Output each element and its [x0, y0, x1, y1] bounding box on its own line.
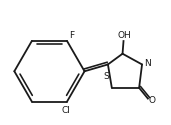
Text: Cl: Cl: [62, 106, 70, 115]
Text: F: F: [69, 31, 74, 40]
Text: OH: OH: [118, 31, 131, 40]
Text: S: S: [103, 72, 109, 81]
Text: N: N: [144, 59, 151, 68]
Text: O: O: [149, 96, 156, 105]
